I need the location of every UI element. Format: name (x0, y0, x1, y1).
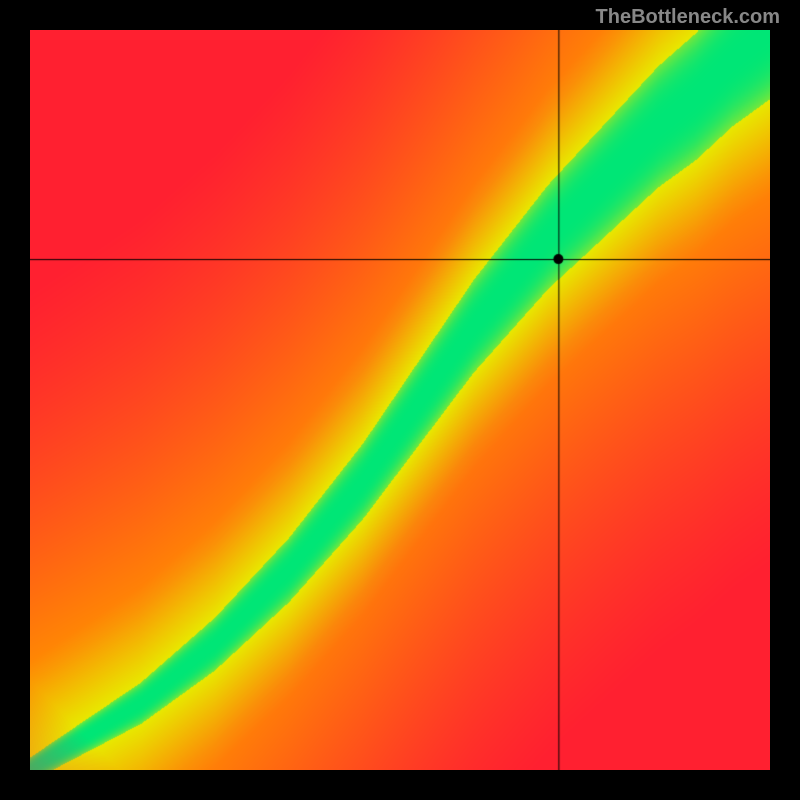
watermark-text: TheBottleneck.com (596, 6, 780, 29)
bottleneck-heatmap-container (30, 30, 770, 770)
bottleneck-heatmap-canvas (30, 30, 770, 770)
